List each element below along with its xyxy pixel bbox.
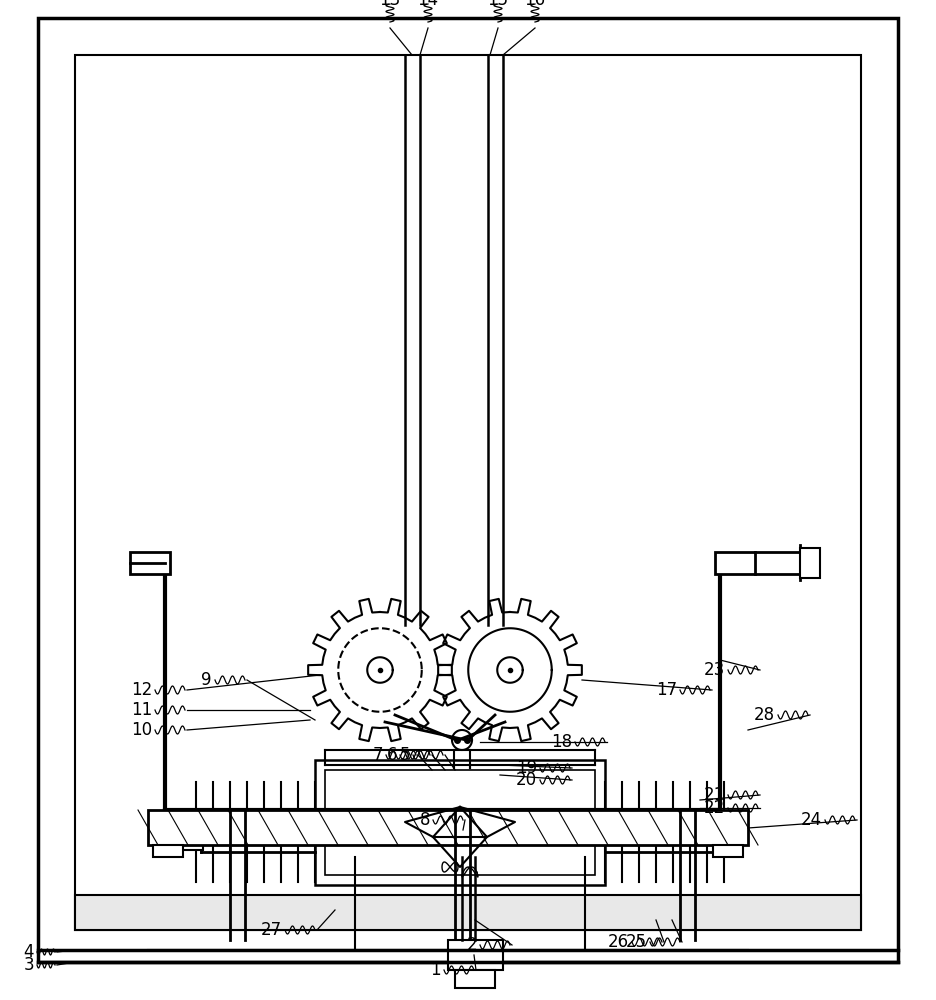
Bar (325, 770, 595, 875)
Text: 1: 1 (431, 961, 441, 979)
Text: 10: 10 (131, 721, 152, 739)
Text: 13: 13 (379, 0, 401, 9)
Bar (153, 845, 183, 857)
Text: 18: 18 (551, 733, 572, 751)
Bar (715, 552, 755, 574)
Text: 25: 25 (626, 933, 647, 951)
Text: 3: 3 (23, 956, 34, 974)
Text: 23: 23 (704, 661, 725, 679)
Bar (130, 552, 170, 574)
Bar (717, 814, 742, 850)
Text: 20: 20 (516, 771, 537, 789)
Bar (148, 810, 748, 845)
Text: 4: 4 (23, 943, 34, 961)
Text: 9: 9 (201, 671, 212, 689)
Bar (178, 814, 203, 850)
Bar (800, 548, 820, 578)
Text: 26: 26 (607, 933, 629, 951)
Text: 11: 11 (131, 701, 152, 719)
Text: 21: 21 (704, 786, 725, 804)
Text: 15: 15 (488, 0, 508, 9)
Text: 22: 22 (704, 799, 725, 817)
Bar (455, 970, 495, 988)
Text: 12: 12 (131, 681, 152, 699)
Text: 5: 5 (400, 746, 410, 764)
Bar (448, 940, 503, 970)
Text: 19: 19 (516, 759, 537, 777)
Text: 6: 6 (387, 746, 397, 764)
Bar (75, 895, 861, 930)
Bar (713, 845, 743, 857)
Bar (315, 760, 605, 885)
Text: 14: 14 (417, 0, 439, 9)
Text: 16: 16 (524, 0, 546, 9)
Text: 27: 27 (261, 921, 282, 939)
Bar (75, 55, 861, 930)
Text: 7: 7 (373, 746, 383, 764)
Text: 8: 8 (419, 811, 430, 829)
Text: 2: 2 (466, 936, 477, 954)
Text: 17: 17 (656, 681, 677, 699)
Text: 24: 24 (801, 811, 822, 829)
Text: 28: 28 (753, 706, 775, 724)
